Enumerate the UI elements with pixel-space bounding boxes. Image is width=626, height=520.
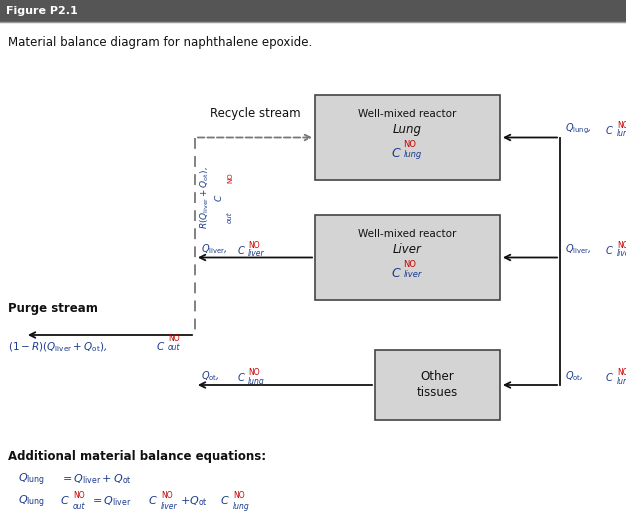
Text: $C$: $C$ bbox=[156, 340, 165, 352]
Text: $(1-R)(Q_{\rm liver}+Q_{\rm ot})$,: $(1-R)(Q_{\rm liver}+Q_{\rm ot})$, bbox=[8, 340, 108, 354]
Text: NO: NO bbox=[227, 172, 233, 183]
Text: Purge stream: Purge stream bbox=[8, 302, 98, 315]
Text: out: out bbox=[227, 212, 233, 223]
Text: NO: NO bbox=[161, 491, 173, 500]
Bar bbox=[315, 215, 500, 300]
Text: NO: NO bbox=[73, 491, 85, 500]
Text: NO: NO bbox=[248, 240, 260, 250]
Text: $= Q_{\rm liver}$: $= Q_{\rm liver}$ bbox=[90, 494, 131, 508]
Text: $Q_{\rm lung}$,: $Q_{\rm lung}$, bbox=[565, 121, 592, 136]
Text: NO: NO bbox=[617, 121, 626, 129]
Text: lung: lung bbox=[233, 502, 250, 511]
Text: $Q_{\rm liver}$,: $Q_{\rm liver}$, bbox=[565, 242, 592, 255]
Text: $Q_{\rm lung}$: $Q_{\rm lung}$ bbox=[18, 494, 45, 511]
Text: $R(Q_{\rm liver}+Q_{\rm ot})$,: $R(Q_{\rm liver}+Q_{\rm ot})$, bbox=[198, 166, 211, 229]
Text: NO: NO bbox=[168, 334, 180, 343]
Text: $C$: $C$ bbox=[60, 494, 69, 506]
Text: Figure P2.1: Figure P2.1 bbox=[6, 6, 78, 16]
Text: $+ Q_{\rm ot}$: $+ Q_{\rm ot}$ bbox=[180, 494, 208, 508]
Text: $C$: $C$ bbox=[220, 494, 230, 506]
Text: $C$: $C$ bbox=[391, 267, 401, 280]
Text: $Q_{\rm ot}$,: $Q_{\rm ot}$, bbox=[565, 369, 583, 383]
Text: NO: NO bbox=[617, 240, 626, 250]
Text: tissues: tissues bbox=[417, 386, 458, 399]
Text: out: out bbox=[168, 343, 180, 352]
Text: liver: liver bbox=[617, 250, 626, 258]
Text: $Q_{\rm lung}$: $Q_{\rm lung}$ bbox=[18, 472, 45, 488]
Text: liver: liver bbox=[248, 250, 265, 258]
Text: $Q_{\rm liver}$,: $Q_{\rm liver}$, bbox=[201, 242, 228, 255]
Text: Well-mixed reactor: Well-mixed reactor bbox=[358, 229, 457, 239]
Text: Recycle stream: Recycle stream bbox=[210, 107, 300, 120]
Text: lung: lung bbox=[617, 377, 626, 386]
Text: $C$: $C$ bbox=[213, 193, 225, 202]
Text: liver: liver bbox=[404, 270, 422, 279]
Bar bbox=[315, 95, 500, 180]
Bar bbox=[0, 0, 626, 22]
Text: $Q_{\rm ot}$,: $Q_{\rm ot}$, bbox=[201, 369, 220, 383]
Text: NO: NO bbox=[617, 368, 626, 377]
Text: NO: NO bbox=[248, 368, 260, 377]
Text: Material balance diagram for naphthalene epoxide.: Material balance diagram for naphthalene… bbox=[8, 36, 312, 49]
Text: NO: NO bbox=[404, 140, 416, 149]
Text: NO: NO bbox=[233, 491, 245, 500]
Text: Other: Other bbox=[421, 370, 454, 383]
Text: $C$: $C$ bbox=[605, 123, 613, 136]
Text: out: out bbox=[73, 502, 86, 511]
Text: $= Q_{\rm liver} + Q_{\rm ot}$: $= Q_{\rm liver} + Q_{\rm ot}$ bbox=[60, 472, 131, 486]
Text: lung: lung bbox=[617, 129, 626, 138]
Text: Well-mixed reactor: Well-mixed reactor bbox=[358, 109, 457, 119]
Text: $C$: $C$ bbox=[237, 371, 246, 383]
Text: Lung: Lung bbox=[393, 123, 422, 136]
Text: Liver: Liver bbox=[393, 243, 422, 256]
Text: Additional material balance equations:: Additional material balance equations: bbox=[8, 450, 266, 463]
Text: $C$: $C$ bbox=[148, 494, 158, 506]
Text: $C$: $C$ bbox=[391, 147, 401, 160]
Text: $C$: $C$ bbox=[605, 371, 613, 383]
Text: liver: liver bbox=[161, 502, 178, 511]
Text: lung: lung bbox=[404, 150, 422, 159]
Text: $C$: $C$ bbox=[237, 243, 246, 255]
Text: lung: lung bbox=[248, 377, 265, 386]
Text: $C$: $C$ bbox=[605, 243, 613, 255]
Bar bbox=[375, 350, 500, 420]
Text: NO: NO bbox=[404, 260, 416, 269]
